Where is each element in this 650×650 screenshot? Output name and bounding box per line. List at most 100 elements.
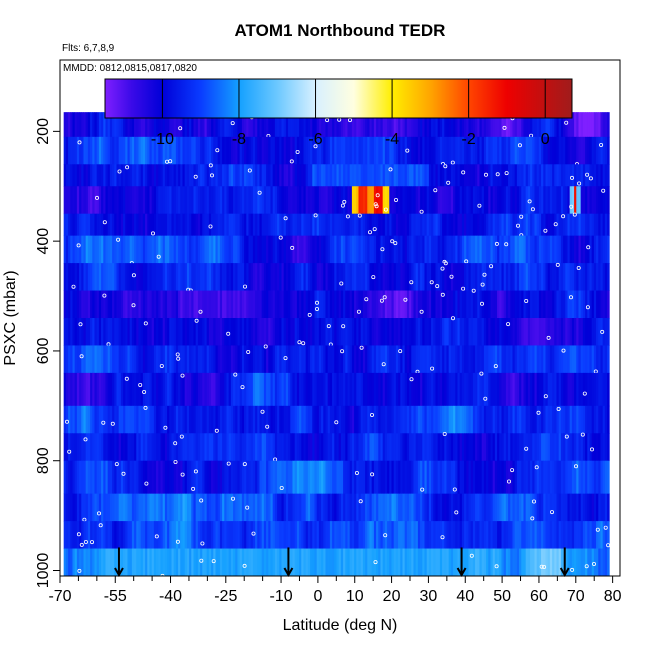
heatmap-cell (147, 186, 150, 215)
heatmap-cell (169, 213, 172, 237)
heatmap-cell (332, 136, 335, 165)
observation-marker (117, 169, 122, 174)
heatmap-cell (576, 164, 579, 187)
heatmap-cell (411, 433, 414, 462)
heatmap-cell (169, 235, 172, 264)
heatmap-cell (391, 548, 395, 576)
heatmap-cell (116, 290, 120, 319)
heatmap-cell (107, 164, 111, 187)
heatmap-cell (98, 460, 102, 495)
heatmap-cell (431, 164, 434, 187)
heatmap-cell (175, 433, 179, 462)
heatmap-cell (233, 372, 236, 407)
heatmap-cell (472, 164, 476, 187)
heatmap-cell (574, 136, 577, 165)
heatmap-cell (492, 318, 496, 346)
heatmap-cell (164, 112, 168, 138)
heatmap-cell (354, 186, 357, 215)
heatmap-cell (246, 493, 249, 522)
heatmap-cell (453, 345, 456, 374)
heatmap-cell (96, 318, 100, 346)
heatmap-cell (318, 164, 322, 187)
heatmap-cell (279, 372, 282, 407)
observation-marker (290, 245, 295, 250)
heatmap-cell (114, 405, 117, 434)
heatmap-cell (241, 548, 245, 576)
heatmap-cell (490, 263, 494, 291)
heatmap-cell (327, 112, 331, 138)
heatmap-cell (92, 112, 95, 138)
heatmap-cell (554, 405, 557, 434)
heatmap-cell (574, 164, 577, 187)
heatmap-cell (204, 493, 208, 522)
heatmap-cell (461, 345, 465, 374)
observation-marker (419, 309, 424, 314)
heatmap-cell (156, 460, 159, 495)
heatmap-cell (558, 164, 562, 187)
latitude-arrow (559, 547, 570, 578)
heatmap-cell (488, 290, 491, 319)
heatmap-cell (582, 493, 586, 522)
heatmap-cell (340, 213, 344, 237)
heatmap-cell (107, 548, 111, 576)
heatmap-cell (420, 164, 423, 187)
heatmap-cell (208, 235, 212, 264)
heatmap-cell (492, 345, 496, 374)
heatmap-cell (424, 263, 428, 291)
heatmap-cell (466, 493, 469, 522)
heatmap-cell (301, 164, 304, 187)
heatmap-cell (343, 372, 346, 407)
heatmap-cell (582, 136, 586, 165)
heatmap-cell (503, 548, 507, 576)
heatmap-cell (101, 235, 104, 264)
heatmap-cell (395, 112, 399, 138)
heatmap-cell (182, 548, 186, 576)
heatmap-cell (486, 235, 489, 264)
heatmap-cell (576, 345, 579, 374)
heatmap-cell (453, 372, 456, 407)
heatmap-cell (204, 345, 208, 374)
heatmap-cell (310, 372, 313, 407)
heatmap-cell (292, 164, 296, 187)
heatmap-cell (543, 235, 546, 264)
heatmap-cell (488, 372, 491, 407)
heatmap-cell (402, 460, 406, 495)
heatmap-cell (74, 493, 78, 522)
heatmap-cell (125, 235, 128, 264)
heatmap-cell (318, 136, 322, 165)
heatmap-cell (593, 263, 597, 291)
heatmap-cell (189, 263, 192, 291)
heatmap-cell (329, 521, 333, 549)
heatmap-cell (246, 433, 249, 462)
heatmap-cell (356, 460, 359, 495)
heatmap-cell (182, 405, 186, 434)
heatmap-cell (325, 290, 329, 319)
heatmap-cell (305, 164, 309, 187)
heatmap-cell (345, 548, 348, 576)
heatmap-cell (329, 164, 333, 187)
heatmap-cell (541, 372, 544, 407)
heatmap-cell (259, 213, 263, 237)
heatmap-cell (72, 186, 76, 215)
heatmap-cell (338, 460, 342, 495)
heatmap-cell (189, 405, 192, 434)
heatmap-cell (492, 112, 496, 138)
heatmap-cell (327, 290, 331, 319)
heatmap-cell (162, 235, 166, 264)
heatmap-cell (483, 235, 487, 264)
heatmap-cell (290, 213, 293, 237)
heatmap-cell (129, 213, 133, 237)
heatmap-cell (508, 405, 511, 434)
heatmap-cell (323, 112, 326, 138)
heatmap-cell (219, 164, 223, 187)
heatmap-cell (580, 548, 584, 576)
heatmap-cell (582, 521, 586, 549)
heatmap-cell (327, 521, 331, 549)
heatmap-cell (239, 112, 243, 138)
heatmap-cell (281, 290, 285, 319)
heatmap-cell (147, 405, 150, 434)
heatmap-cell (545, 290, 549, 319)
heatmap-cell (321, 235, 324, 264)
heatmap-cell (145, 493, 148, 522)
heatmap-cell (505, 318, 509, 346)
